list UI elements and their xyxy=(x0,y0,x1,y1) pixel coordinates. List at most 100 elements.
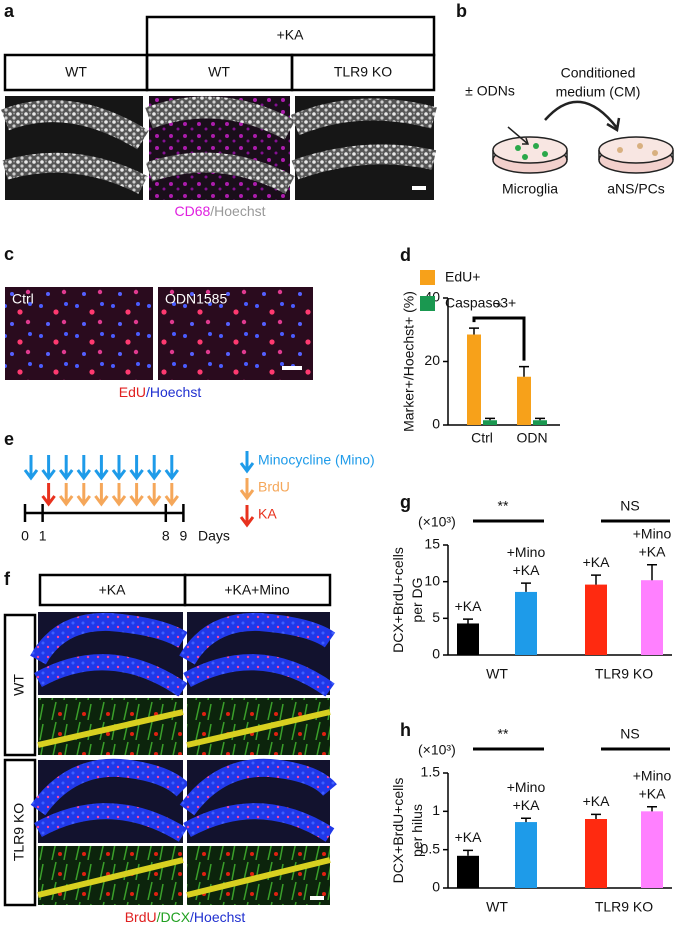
bar-label: +KA xyxy=(455,829,483,845)
error-bar xyxy=(469,327,479,335)
micrograph xyxy=(5,287,153,380)
mino-arrow xyxy=(94,455,109,481)
multiplier: (×10³) xyxy=(418,514,456,530)
mino-arrow xyxy=(23,455,39,481)
bar-label: +KA xyxy=(583,793,611,809)
bar xyxy=(457,855,479,888)
y-tick-label: 10 xyxy=(424,572,440,588)
legend-label: BrdU xyxy=(258,479,290,495)
micrograph xyxy=(30,612,337,905)
bar-label: +KA xyxy=(513,562,541,578)
bar-label: +Mino xyxy=(633,526,672,542)
caption-part: BrdU xyxy=(125,909,157,925)
row-label: WT xyxy=(11,674,27,696)
bar xyxy=(457,623,479,655)
caption-part: /Hoechst xyxy=(210,203,265,219)
bar-label: +Mino xyxy=(507,544,546,560)
transfer-label: Conditioned xyxy=(561,65,636,81)
significance: NS xyxy=(620,498,639,514)
legend-arrow xyxy=(239,451,255,474)
mino-arrow xyxy=(76,455,91,481)
error-bar xyxy=(647,805,657,812)
caption: CD68/Hoechst xyxy=(174,203,265,219)
panel-label: a xyxy=(4,1,15,21)
y-axis-label-line: DCX+BrdU+cells xyxy=(390,778,406,884)
significance: ** xyxy=(498,726,509,742)
day-label: 1 xyxy=(39,528,47,544)
row-box xyxy=(3,613,37,757)
bar-label: +Mino xyxy=(633,767,672,783)
column-label: +KA+Mino xyxy=(224,582,290,598)
transfer-label: medium (CM) xyxy=(556,84,641,100)
micrograph xyxy=(1,96,437,200)
panel-label: d xyxy=(400,245,411,265)
y-axis-label-line: per DG xyxy=(409,577,425,622)
legend-label: EdU+ xyxy=(445,269,480,285)
cell-icons xyxy=(515,143,658,160)
caption-part: /DCX xyxy=(157,909,191,925)
y-axis-label: DCX+BrdU+cells per DG xyxy=(390,547,425,653)
column-label: WT xyxy=(65,64,87,80)
panel-label: e xyxy=(4,429,14,449)
day-label: 9 xyxy=(180,528,188,544)
significance: NS xyxy=(620,726,639,742)
y-axis-label: DCX+BrdU+cells per hilus xyxy=(390,778,425,884)
row-box xyxy=(3,758,37,907)
image-label: ODN1585 xyxy=(165,291,227,307)
bar-label: +KA xyxy=(639,544,667,560)
y-axis-label: Marker+/Hoechst+ (%) xyxy=(401,291,417,432)
column-label: +KA xyxy=(99,582,127,598)
group-label: TLR9 KO xyxy=(595,666,653,682)
multiplier: (×10³) xyxy=(418,742,456,758)
column-label: TLR9 KO xyxy=(334,64,392,80)
treatment: ± ODNs xyxy=(465,83,515,99)
group-label: TLR9 KO xyxy=(595,899,653,915)
error-bar xyxy=(535,417,545,421)
caption: BrdU/DCX/Hoechst xyxy=(125,909,246,925)
bar xyxy=(533,420,547,425)
legend-label: KA xyxy=(258,506,277,522)
y-axis-label-line: DCX+BrdU+cells xyxy=(390,547,406,653)
legend-swatch xyxy=(420,270,435,285)
panel-label: g xyxy=(400,492,411,512)
group-label: WT xyxy=(486,899,508,915)
ka-arrow xyxy=(41,483,56,507)
error-bar xyxy=(647,564,657,581)
mino-arrow xyxy=(164,455,179,481)
micrograph xyxy=(158,287,313,380)
legend-arrow xyxy=(239,505,255,528)
caption-part: EdU xyxy=(119,384,146,400)
mino-arrow xyxy=(41,455,56,481)
mino-arrow xyxy=(111,455,127,481)
error-bar xyxy=(521,582,531,592)
brdu-arrow xyxy=(164,483,179,507)
brdu-arrow xyxy=(94,483,109,507)
legend-label: Caspase3+ xyxy=(445,295,516,311)
legend-swatch xyxy=(420,296,435,311)
dish-label: aNS/PCs xyxy=(607,181,665,197)
bar-label: +Mino xyxy=(507,779,546,795)
y-tick-label: 0 xyxy=(432,416,440,432)
image-label: Ctrl xyxy=(12,291,34,307)
y-tick-label: 15 xyxy=(424,536,440,552)
column-label: WT xyxy=(208,64,230,80)
panel-label: c xyxy=(4,244,14,264)
y-tick-label: 1.5 xyxy=(421,764,441,780)
caption-part: /Hoechst xyxy=(190,909,245,925)
bar-label: +KA xyxy=(639,785,667,801)
bar xyxy=(585,819,607,888)
y-axis-label-line: per hilus xyxy=(409,804,425,857)
day-label: 0 xyxy=(21,528,29,544)
x-tick-label: ODN xyxy=(516,430,547,446)
day-label: 8 xyxy=(162,528,170,544)
column-box xyxy=(290,53,436,92)
y-tick-label: 0 xyxy=(432,879,440,895)
scale-bar xyxy=(282,366,302,370)
row-label: TLR9 KO xyxy=(11,803,27,861)
brdu-arrow xyxy=(76,483,91,507)
day-unit: Days xyxy=(198,528,230,544)
significance-bracket xyxy=(472,316,526,361)
schematic xyxy=(492,100,674,174)
dish-label: Microglia xyxy=(502,181,558,197)
